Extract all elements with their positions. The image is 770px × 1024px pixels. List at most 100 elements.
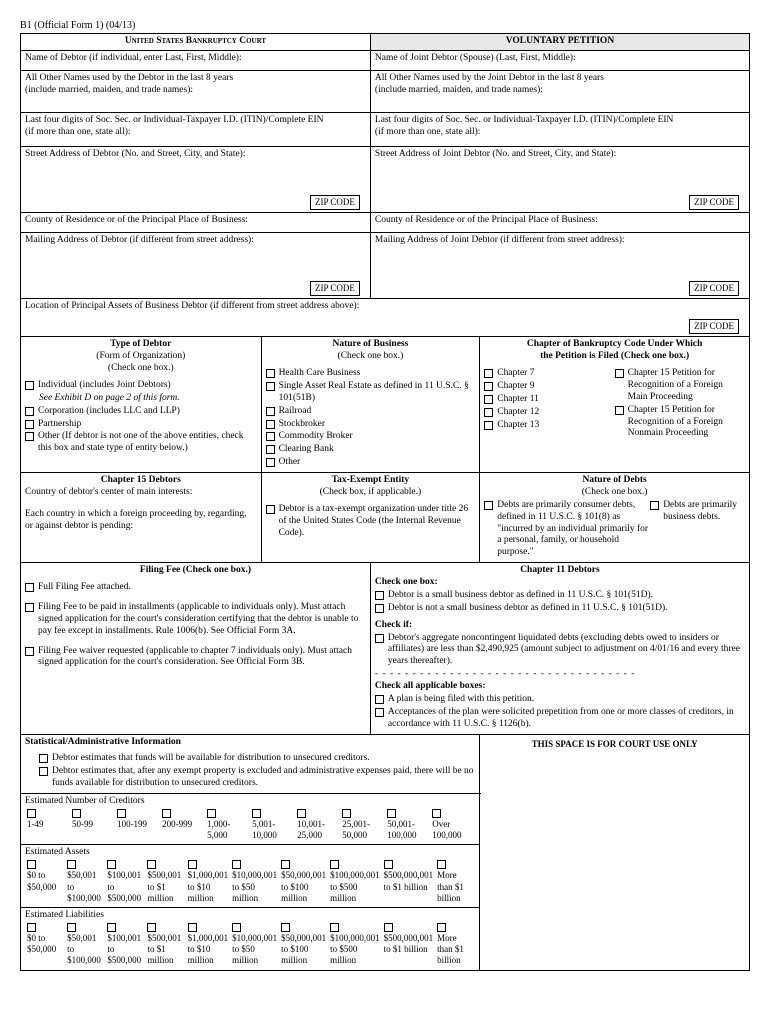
joint-county-field[interactable]: County of Residence or of the Principal …: [370, 213, 749, 233]
stats-funds[interactable]: Debtor estimates that funds will be avai…: [25, 753, 475, 765]
ch-15-nonmain[interactable]: Chapter 15 Petition for Recognition of a…: [615, 405, 745, 441]
ch15-heading: Chapter 15 Debtors: [25, 475, 257, 487]
asset-4[interactable]: $1,000,001 to $10 million: [186, 859, 231, 905]
ch15-l1[interactable]: Country of debtor's center of main inter…: [25, 487, 257, 499]
ch11-small[interactable]: Debtor is a small business debtor as def…: [375, 590, 745, 602]
ch-15-main[interactable]: Chapter 15 Petition for Recognition of a…: [615, 368, 745, 404]
asset-7[interactable]: $100,000,001 to $500 million: [328, 859, 382, 905]
ch-12[interactable]: Chapter 12: [484, 407, 614, 419]
nature-debts-cell: Nature of Debts (Check one box.) Debts a…: [480, 473, 750, 563]
nb-opt-1[interactable]: Single Asset Real Estate as defined in 1…: [266, 381, 476, 405]
assets-heading: Estimated Assets: [25, 847, 475, 859]
ch-7[interactable]: Chapter 7: [484, 368, 614, 380]
nb-opt-0[interactable]: Health Care Business: [266, 368, 476, 380]
cred-2[interactable]: 100-199: [115, 808, 160, 843]
ch-11[interactable]: Chapter 11: [484, 394, 614, 406]
asset-9[interactable]: More than $1 billion: [435, 859, 475, 905]
joint-other-field[interactable]: All Other Names used by the Joint Debtor…: [370, 70, 749, 112]
joint-mailing-label: Mailing Address of Joint Debtor (if diff…: [375, 235, 625, 245]
ch-9[interactable]: Chapter 9: [484, 381, 614, 393]
other-names-l2: (include married, maiden, and trade name…: [25, 85, 193, 95]
location-field[interactable]: Location of Principal Assets of Business…: [21, 299, 750, 337]
asset-2[interactable]: $100,001 to $500,000: [105, 859, 145, 905]
tax-exempt-opt[interactable]: Debtor is a tax-exempt organization unde…: [266, 504, 476, 540]
tax-exempt-cell: Tax-Exempt Entity (Check box, if applica…: [261, 473, 480, 563]
asset-5[interactable]: $10,000,001 to $50 million: [230, 859, 279, 905]
mailing-zip[interactable]: ZIP CODE: [310, 281, 360, 296]
zip-label[interactable]: ZIP CODE: [310, 195, 360, 210]
creditors-cell: Estimated Number of Creditors 1-49 50-99…: [21, 794, 480, 845]
nb-opt-2[interactable]: Railroad: [266, 406, 476, 418]
nature-business-sub: (Check one box.): [266, 351, 476, 363]
type-opt-corp[interactable]: Corporation (includes LLC and LLP): [25, 406, 257, 418]
asset-1[interactable]: $50,001 to $100,000: [65, 859, 105, 905]
joint-mailing-zip[interactable]: ZIP CODE: [689, 281, 739, 296]
fee-installments[interactable]: Filing Fee to be paid in installments (a…: [25, 602, 366, 638]
asset-3[interactable]: $500,001 to $1 million: [145, 859, 185, 905]
ch11-not-small[interactable]: Debtor is not a small business debtor as…: [375, 603, 745, 615]
other-names-l1: All Other Names used by the Debtor in th…: [25, 73, 233, 83]
nb-opt-5[interactable]: Clearing Bank: [266, 444, 476, 456]
joint-street-label: Street Address of Joint Debtor (No. and …: [375, 149, 616, 159]
ch11-aggregate[interactable]: Debtor's aggregate noncontingent liquida…: [375, 633, 745, 669]
debts-business[interactable]: Debts are primarily business debts.: [650, 500, 745, 559]
liab-0[interactable]: $0 to $50,000: [25, 922, 65, 968]
stats-nofunds[interactable]: Debtor estimates that, after any exempt …: [25, 766, 475, 790]
cred-3[interactable]: 200-999: [160, 808, 205, 843]
debtor-name-label: Name of Debtor (if individual, enter Las…: [25, 53, 242, 63]
liab-8[interactable]: $500,000,001 to $1 billion: [382, 922, 436, 968]
joint-other-l1: All Other Names used by the Joint Debtor…: [375, 73, 604, 83]
county-field[interactable]: County of Residence or of the Principal …: [21, 213, 371, 233]
liab-2[interactable]: $100,001 to $500,000: [105, 922, 145, 968]
nb-opt-3[interactable]: Stockbroker: [266, 419, 476, 431]
asset-8[interactable]: $500,000,001 to $1 billion: [382, 859, 436, 905]
stats-cell: Statistical/Administrative Information D…: [21, 734, 480, 794]
cred-1[interactable]: 50-99: [70, 808, 115, 843]
ch15-cell: Chapter 15 Debtors Country of debtor's c…: [21, 473, 262, 563]
liab-4[interactable]: $1,000,001 to $10 million: [186, 922, 231, 968]
cred-5[interactable]: 5,001-10,000: [250, 808, 295, 843]
joint-street-field[interactable]: Street Address of Joint Debtor (No. and …: [370, 146, 749, 212]
cred-6[interactable]: 10,001-25,000: [295, 808, 340, 843]
ch11-plan[interactable]: A plan is being filed with this petition…: [375, 694, 745, 706]
joint-name-field[interactable]: Name of Joint Debtor (Spouse) (Last, Fir…: [370, 50, 749, 70]
liab-1[interactable]: $50,001 to $100,000: [65, 922, 105, 968]
debtor-name-field[interactable]: Name of Debtor (if individual, enter Las…: [21, 50, 371, 70]
liab-9[interactable]: More than $1 billion: [435, 922, 475, 968]
street-field[interactable]: Street Address of Debtor (No. and Street…: [21, 146, 371, 212]
fee-full[interactable]: Full Filing Fee attached.: [25, 582, 366, 594]
cred-0[interactable]: 1-49: [25, 808, 70, 843]
other-names-field[interactable]: All Other Names used by the Debtor in th…: [21, 70, 371, 112]
liab-5[interactable]: $10,000,001 to $50 million: [230, 922, 279, 968]
nb-opt-4[interactable]: Commodity Broker: [266, 431, 476, 443]
type-opt-partnership[interactable]: Partnership: [25, 419, 257, 431]
mailing-field[interactable]: Mailing Address of Debtor (if different …: [21, 233, 371, 299]
type-opt-individual[interactable]: Individual (includes Joint Debtors): [25, 380, 257, 392]
cred-7[interactable]: 25,001-50,000: [340, 808, 385, 843]
form-id: B1 (Official Form 1) (04/13): [20, 20, 750, 31]
location-zip[interactable]: ZIP CODE: [689, 319, 739, 334]
ch-13[interactable]: Chapter 13: [484, 420, 614, 432]
court-use-cell: THIS SPACE IS FOR COURT USE ONLY: [480, 734, 750, 970]
nb-opt-6[interactable]: Other: [266, 457, 476, 469]
type-opt-other[interactable]: Other (If debtor is not one of the above…: [25, 431, 257, 455]
ch15-l2[interactable]: Each country in which a foreign proceedi…: [25, 509, 257, 533]
type-debtor-heading: Type of Debtor: [25, 339, 257, 351]
ssn-field[interactable]: Last four digits of Soc. Sec. or Individ…: [21, 112, 371, 146]
joint-zip-label[interactable]: ZIP CODE: [689, 195, 739, 210]
liab-6[interactable]: $50,000,001 to $100 million: [279, 922, 328, 968]
fee-waiver[interactable]: Filing Fee waiver requested (applicable …: [25, 646, 366, 670]
asset-0[interactable]: $0 to $50,000: [25, 859, 65, 905]
cred-4[interactable]: 1,000-5,000: [205, 808, 250, 843]
joint-mailing-field[interactable]: Mailing Address of Joint Debtor (if diff…: [370, 233, 749, 299]
asset-6[interactable]: $50,000,001 to $100 million: [279, 859, 328, 905]
cred-9[interactable]: Over 100,000: [430, 808, 475, 843]
cred-8[interactable]: 50,001-100,000: [385, 808, 430, 843]
mailing-label: Mailing Address of Debtor (if different …: [25, 235, 254, 245]
liab-3[interactable]: $500,001 to $1 million: [145, 922, 185, 968]
joint-ssn-field[interactable]: Last four digits of Soc. Sec. or Individ…: [370, 112, 749, 146]
liab-7[interactable]: $100,000,001 to $500 million: [328, 922, 382, 968]
ch11-acceptances[interactable]: Acceptances of the plan were solicited p…: [375, 707, 745, 731]
debts-consumer[interactable]: Debts are primarily consumer debts, defi…: [484, 500, 650, 559]
filing-fee-cell: Filing Fee (Check one box.) Full Filing …: [21, 563, 371, 734]
